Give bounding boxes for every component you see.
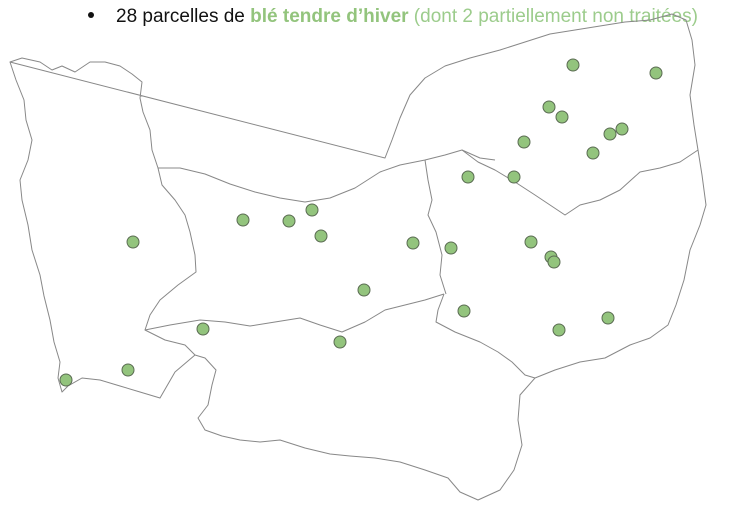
- parcel-marker: [586, 146, 600, 160]
- border-calvados-orne: [144, 293, 445, 333]
- parcel-markers: [59, 58, 663, 387]
- parcel-marker: [524, 235, 538, 249]
- parcel-marker: [305, 203, 319, 217]
- parcel-marker: [406, 236, 420, 250]
- parcel-marker: [601, 311, 615, 325]
- parcel-marker: [314, 229, 328, 243]
- crop-label: blé tendre d’hiver: [250, 6, 409, 27]
- parcel-marker: [126, 235, 140, 249]
- parcel-marker: [59, 373, 73, 387]
- parcel-marker: [555, 110, 569, 124]
- border-calvados-eure: [424, 159, 447, 295]
- parcel-marker: [196, 322, 210, 336]
- parcel-marker: [507, 170, 521, 184]
- parcel-marker: [457, 304, 471, 318]
- parcel-marker: [649, 66, 663, 80]
- parcel-marker: [615, 122, 629, 136]
- parcel-marker: [517, 135, 531, 149]
- parcel-marker: [542, 100, 556, 114]
- parcel-marker: [236, 213, 250, 227]
- bullet-icon: [88, 11, 94, 18]
- parcel-count-text: 28 parcelles de: [116, 6, 251, 27]
- parcel-marker: [603, 127, 617, 141]
- parcel-marker: [566, 58, 580, 72]
- region-outline: [9, 13, 707, 501]
- parcel-marker: [333, 335, 347, 349]
- parcel-marker: [282, 214, 296, 228]
- border-eure-orne: [435, 293, 536, 379]
- parcel-marker: [121, 363, 135, 377]
- parcel-marker: [461, 170, 475, 184]
- parcel-marker: [444, 241, 458, 255]
- parcel-marker: [357, 283, 371, 297]
- border-manche-calvados: [144, 167, 197, 356]
- border-seinemaritime-eure: [461, 149, 699, 216]
- parcel-marker: [552, 323, 566, 337]
- parcel-marker: [547, 255, 561, 269]
